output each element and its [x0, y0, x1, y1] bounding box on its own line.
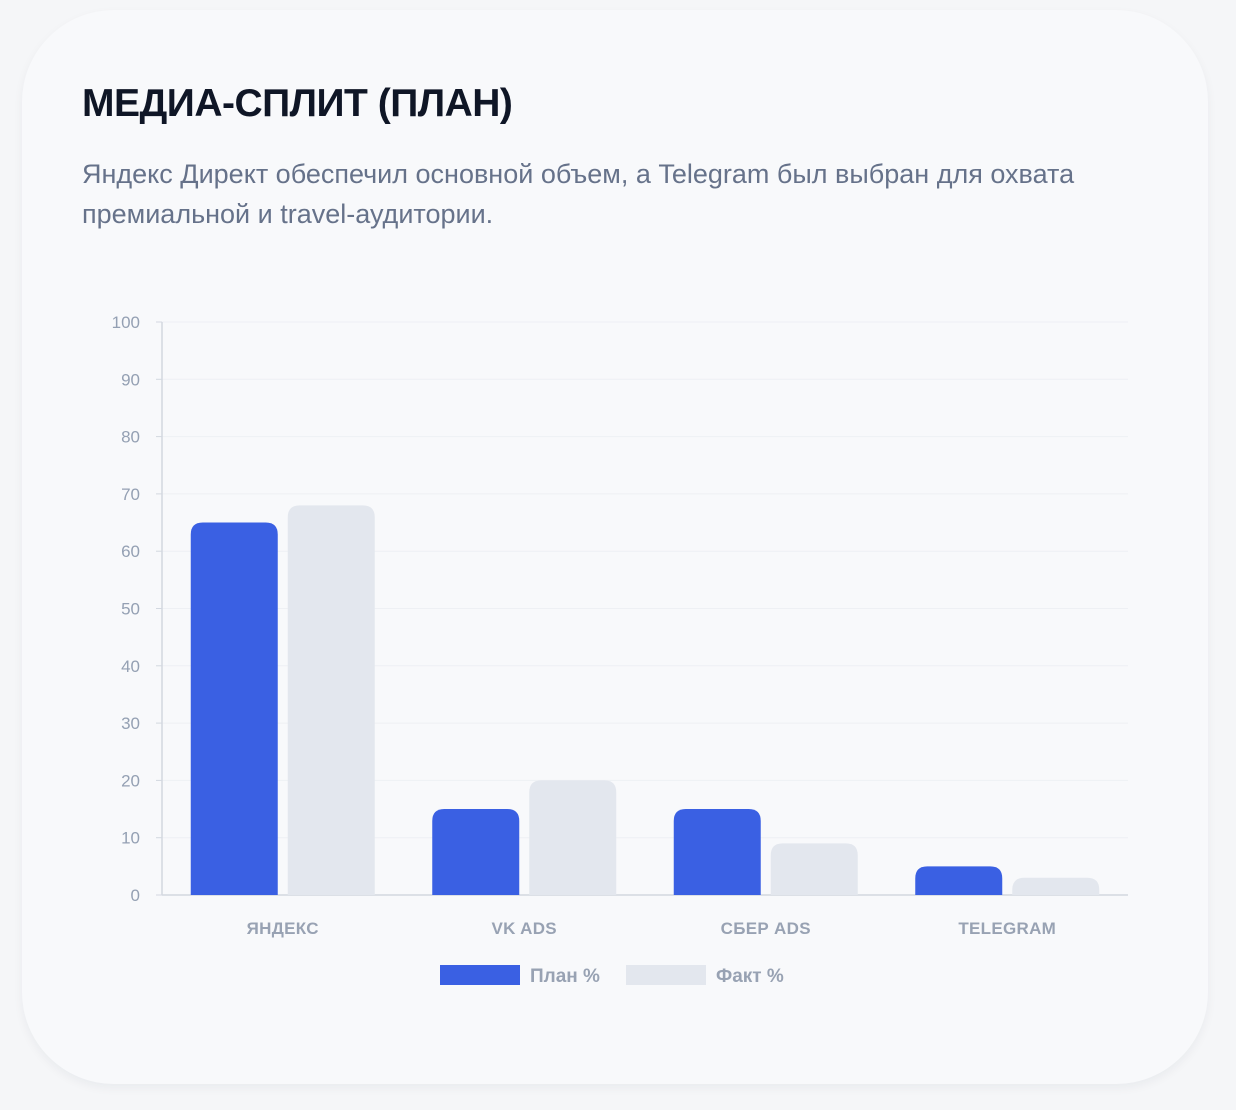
legend-swatch [440, 965, 520, 985]
legend-item-plan[interactable]: План % [440, 965, 600, 987]
y-tick-label: 10 [121, 829, 140, 848]
bar-fact-3[interactable] [1012, 877, 1100, 895]
x-tick-label: СБЕР ADS [721, 919, 811, 938]
y-tick-label: 20 [121, 771, 140, 790]
bar-plan-3[interactable] [915, 866, 1003, 895]
bar-fact-0[interactable] [287, 505, 375, 895]
y-tick-label: 70 [121, 485, 140, 504]
legend-item-fact[interactable]: Факт % [626, 965, 784, 987]
y-tick-labels: 0 10 20 30 40 50 60 70 80 90 100 [112, 313, 162, 905]
y-tick-label: 50 [121, 600, 140, 619]
y-tick-label: 0 [131, 886, 140, 905]
y-tick-label: 60 [121, 542, 140, 561]
bar-fact-2[interactable] [770, 843, 858, 895]
page-title: МЕДИА-СПЛИТ (ПЛАН) [82, 82, 513, 125]
x-tick-label: TELEGRAM [958, 919, 1056, 938]
y-tick-label: 30 [121, 714, 140, 733]
bar-plan-1[interactable] [432, 809, 520, 895]
y-tick-label: 100 [112, 313, 140, 332]
bar-plan-2[interactable] [673, 809, 761, 895]
y-tick-label: 80 [121, 428, 140, 447]
bars [190, 505, 1100, 895]
y-tick-label: 40 [121, 657, 140, 676]
x-tick-labels: ЯНДЕКС VK ADS СБЕР ADS TELEGRAM [247, 919, 1056, 938]
grid-lines [162, 321, 1128, 839]
legend-label: План % [530, 966, 600, 987]
bar-plan-0[interactable] [190, 522, 278, 895]
legend-label: Факт % [716, 966, 784, 987]
y-tick-label: 90 [121, 370, 140, 389]
bar-fact-1[interactable] [529, 780, 617, 895]
legend[interactable]: План % Факт % [440, 965, 784, 987]
legend-swatch [626, 965, 706, 985]
x-tick-label: VK ADS [492, 919, 557, 938]
x-tick-label: ЯНДЕКС [247, 919, 319, 938]
page-subtitle: Яндекс Директ обеспечил основной объем, … [82, 159, 1075, 229]
